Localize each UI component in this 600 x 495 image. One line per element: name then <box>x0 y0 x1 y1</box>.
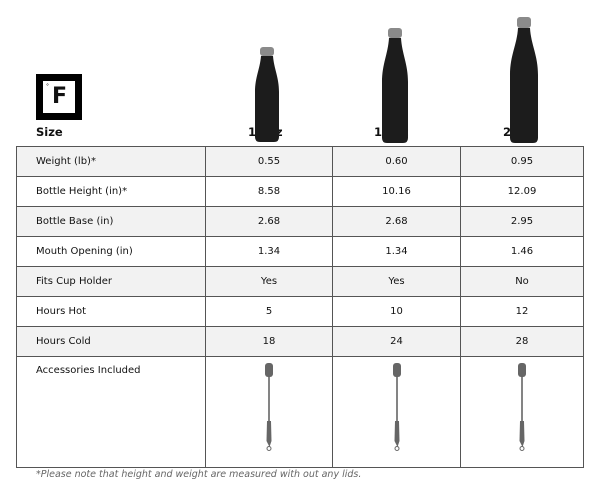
cell-value: 2.95 <box>460 206 584 237</box>
row-label: Mouth Opening (in) <box>16 236 206 267</box>
spec-table: Weight (lb)* 0.55 0.60 0.95 Bottle Height (i… <box>16 146 584 468</box>
cell-value: 2.68 <box>205 206 333 237</box>
cell-value: 12.09 <box>460 176 584 207</box>
row-label: Accessories Included <box>16 356 206 468</box>
cell-value: 18 <box>205 326 333 357</box>
size-label: Size <box>36 125 63 139</box>
bottle-12oz-image <box>255 47 279 142</box>
bottle-brush-icon <box>390 363 404 454</box>
cell-value: 1.34 <box>205 236 333 267</box>
table-row-hours-hot: Hours Hot 5 10 12 <box>16 296 584 327</box>
cell-value: 2.68 <box>332 206 461 237</box>
row-label: Weight (lb)* <box>16 146 206 177</box>
cell-value: 0.55 <box>205 146 333 177</box>
table-row-mouth-opening-in: Mouth Opening (in) 1.34 1.34 1.46 <box>16 236 584 267</box>
cell-value: 24 <box>332 326 461 357</box>
row-label: Fits Cup Holder <box>16 266 206 297</box>
cell-value: Yes <box>205 266 333 297</box>
row-label: Hours Hot <box>16 296 206 327</box>
accessory-cell <box>332 356 461 468</box>
row-label: Bottle Base (in) <box>16 206 206 237</box>
bottle-brush-icon <box>515 363 529 454</box>
cell-value: 1.34 <box>332 236 461 267</box>
table-row-bottle-base-in: Bottle Base (in) 2.68 2.68 2.95 <box>16 206 584 237</box>
cell-value: 0.95 <box>460 146 584 177</box>
cell-value: 28 <box>460 326 584 357</box>
row-label: Bottle Height (in)* <box>16 176 206 207</box>
bottle-brush-icon <box>262 363 276 454</box>
logo-letter: F <box>52 84 68 109</box>
row-label: Hours Cold <box>16 326 206 357</box>
footnote: *Please note that height and weight are … <box>36 469 362 480</box>
accessory-cell <box>460 356 584 468</box>
accessory-cell <box>205 356 333 468</box>
cell-value: 5 <box>205 296 333 327</box>
cell-value: 0.60 <box>332 146 461 177</box>
table-row-hours-cold: Hours Cold 18 24 28 <box>16 326 584 357</box>
bottle-17oz-image <box>382 28 408 143</box>
cell-value: Yes <box>332 266 461 297</box>
bottle-25oz-image <box>510 17 538 143</box>
table-row-weight-lb: Weight (lb)* 0.55 0.60 0.95 <box>16 146 584 177</box>
cell-value: 12 <box>460 296 584 327</box>
cell-value: 10 <box>332 296 461 327</box>
cell-value: 8.58 <box>205 176 333 207</box>
logo-degree: ° <box>46 83 49 90</box>
cell-value: 10.16 <box>332 176 461 207</box>
brand-logo: ° F <box>36 74 82 120</box>
cell-value: No <box>460 266 584 297</box>
table-row-fits-cup-holder: Fits Cup Holder Yes Yes No <box>16 266 584 297</box>
table-row-bottle-height-in: Bottle Height (in)* 8.58 10.16 12.09 <box>16 176 584 207</box>
table-row-accessories-included: Accessories Included <box>16 356 584 468</box>
cell-value: 1.46 <box>460 236 584 267</box>
